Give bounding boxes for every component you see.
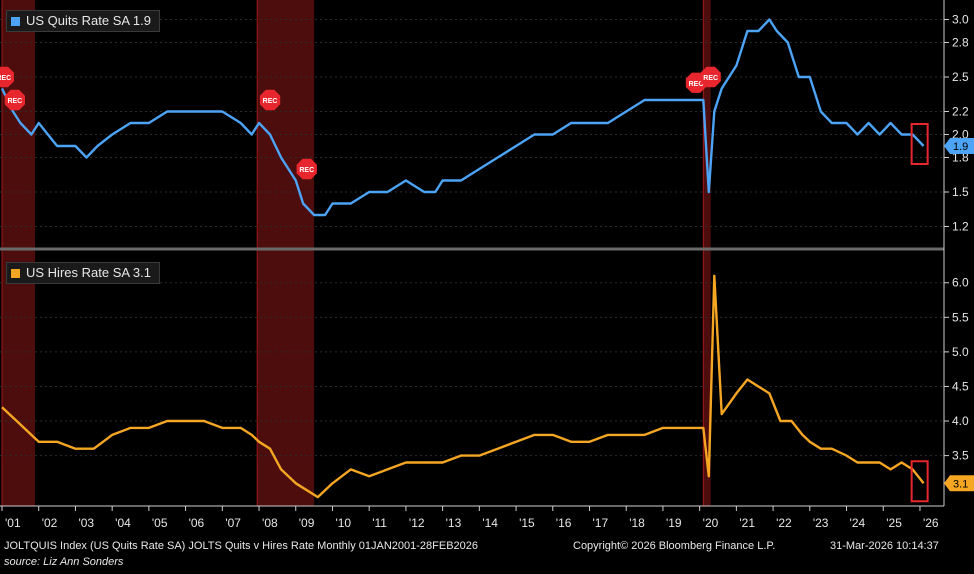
recession-badge [259, 89, 281, 111]
highlight-boxes [910, 123, 929, 503]
footer-timestamp: 31-Mar-2026 10:14:37 [830, 540, 939, 552]
recession-badge [296, 158, 317, 180]
y-tick-label: 1.5 [952, 185, 969, 199]
gridlines [0, 19, 944, 457]
x-tick-label: '19 [666, 516, 682, 530]
legend-label-quits: US Quits Rate SA 1.9 [26, 13, 152, 28]
recession-bands [1, 0, 711, 506]
recession-badge [700, 66, 721, 88]
last-value-tag-quits [944, 138, 974, 154]
x-tick-label: '03 [78, 516, 94, 530]
x-tick-label: '07 [225, 516, 241, 530]
x-tick-label: '23 [813, 516, 829, 530]
timestamp-text: 31-Mar-2026 10:14:37 [830, 540, 939, 552]
x-tick-label: '18 [629, 516, 645, 530]
recession-band [703, 0, 711, 506]
y-tick-label: 4.5 [952, 379, 969, 393]
y-tick-label: 1.2 [952, 220, 969, 234]
x-tick-label: '25 [886, 516, 902, 530]
x-tick-label: '26 [923, 516, 939, 530]
y-tick-label: 6.0 [952, 276, 969, 290]
series-line-hires [1, 274, 925, 499]
x-tick-label: '20 [703, 516, 719, 530]
last-value-tag-hires [944, 475, 974, 492]
x-tick-label: '16 [556, 516, 572, 530]
recession-badge [0, 66, 14, 88]
x-tick-label: '14 [482, 516, 498, 530]
legend-label-hires: US Hires Rate SA 3.1 [26, 265, 151, 280]
last-value-label-quits: 1.9 [953, 141, 968, 153]
x-tick-label: '11 [372, 516, 387, 530]
legend-swatch-hires [11, 268, 20, 278]
recession-band [257, 0, 315, 506]
last-value-label-hires: 3.1 [953, 478, 968, 490]
x-tick-label: '21 [739, 516, 755, 530]
x-tick-label: '01 [5, 516, 21, 530]
x-tick-label: '13 [446, 516, 462, 530]
x-tick-label: '04 [115, 516, 131, 530]
y-tick-label: 5.0 [952, 345, 969, 359]
footer-description: JOLTQUIS Index (US Quits Rate SA) JOLTS … [4, 540, 478, 552]
x-tick-label: '02 [42, 516, 58, 530]
x-tick-label: '10 [335, 516, 351, 530]
x-tick-label: '24 [850, 516, 866, 530]
x-tick-label: '17 [593, 516, 609, 530]
footer-source: source: Liz Ann Sonders [4, 556, 123, 568]
y-tick-label: 4.0 [952, 414, 969, 428]
y-tick-label: 2.5 [952, 70, 969, 84]
recession-badge-label: REC [703, 75, 718, 82]
last-value-labels: 1.9 3.1 [944, 138, 974, 492]
x-tick-label: '05 [152, 516, 168, 530]
y-tick-label: 3.5 [952, 449, 969, 463]
recession-badge-label: REC [0, 75, 11, 82]
recession-badge-label: REC [7, 98, 22, 105]
copyright-text: Copyright© 2026 Bloomberg Finance L.P. [573, 540, 776, 552]
recession-badge [4, 89, 25, 111]
series-lines [0, 18, 925, 499]
series-line-quits [0, 18, 925, 217]
x-tick-label: '12 [409, 516, 425, 530]
legend-swatch-quits [11, 16, 20, 26]
legend-quits[interactable]: US Quits Rate SA 1.9 [6, 10, 161, 32]
recession-badge-label: REC [299, 167, 314, 174]
x-tick-label: '15 [519, 516, 535, 530]
source-text: source: Liz Ann Sonders [4, 556, 124, 568]
x-tick-label: '09 [299, 516, 315, 530]
legend-hires[interactable]: US Hires Rate SA 3.1 [6, 262, 160, 284]
y-tick-label: 2.8 [952, 36, 969, 50]
highlight-box-quits [910, 123, 929, 165]
x-tick-label: '22 [776, 516, 792, 530]
recession-badge-label: REC [263, 98, 278, 105]
y-tick-label: 3.0 [952, 13, 969, 27]
y-tick-labels: 3.02.82.52.22.01.81.51.26.05.55.04.54.03… [944, 13, 969, 463]
y-tick-label: 5.5 [952, 310, 969, 324]
recession-badges: RECRECRECRECRECREC [0, 66, 721, 180]
recession-badge-label: REC [689, 81, 704, 88]
highlight-box-hires [910, 460, 929, 503]
x-tick-label: '06 [189, 516, 205, 530]
footer-copyright: Copyright© 2026 Bloomberg Finance L.P. [573, 540, 775, 552]
x-tick-label: '08 [262, 516, 278, 530]
x-tick-labels: '01 '02 '03 '04 '05 '06 '07 '08 '09 '10 '11 '12 '13 '… [1, 506, 939, 530]
footer-line: JOLTQUIS Index (US Quits Rate SA) JOLTS … [4, 540, 478, 552]
y-tick-label: 2.2 [952, 105, 969, 119]
